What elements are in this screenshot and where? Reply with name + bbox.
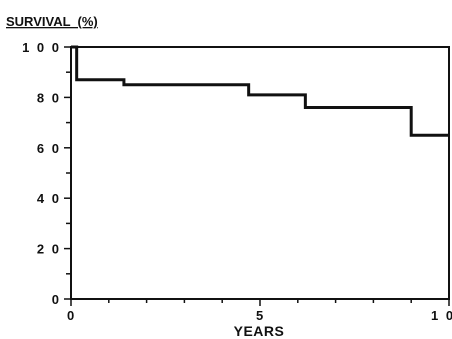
y-tick-label: 1 0 0: [22, 40, 61, 55]
y-tick-label: 6 0: [37, 141, 61, 156]
y-tick-label: 0: [52, 292, 61, 307]
x-axis-ticks: 0 5 1 0: [67, 299, 452, 323]
x-tick-label: 5: [256, 308, 265, 323]
y-axis-ticks: 0 2 0 4 0 6 0 8 0 1 0 0: [22, 40, 71, 307]
y-tick-label: 2 0: [37, 242, 61, 257]
x-tick-label: 0: [67, 308, 76, 323]
y-tick-label: 4 0: [37, 191, 61, 206]
y-tick-label: 8 0: [37, 90, 61, 105]
survival-curve: [71, 45, 449, 137]
x-tick-label: 1 0: [431, 308, 452, 323]
x-axis-label: YEARS: [234, 323, 285, 339]
y-axis-label: SURVIVAL (%): [6, 14, 98, 29]
